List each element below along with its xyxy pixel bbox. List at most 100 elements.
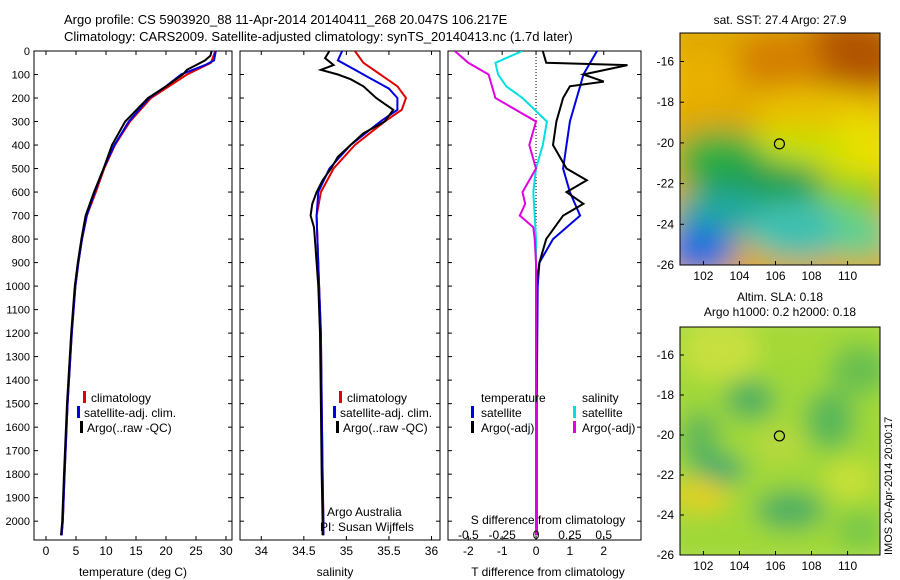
x-tick-label: 20 <box>159 544 173 558</box>
depth-tick-label: 0 <box>24 46 30 58</box>
difference-axes <box>447 50 642 541</box>
difference-series <box>454 51 628 536</box>
principal-investigator-label: PI: Susan Wijffels <box>320 520 414 534</box>
x-tick-label: 0 <box>43 544 50 558</box>
map-y-tick-label: -18 <box>657 388 675 402</box>
map-y-tick-label: -16 <box>657 348 675 362</box>
depth-tick-label: 800 <box>12 234 30 246</box>
sst-map-ticks: 102 104 106 108 110 -16 -18 -20 -22 -24 -26 <box>657 54 858 283</box>
x-tick-label: 5 <box>73 544 80 558</box>
legend-label-t-argo: Argo(-adj) <box>481 421 534 435</box>
depth-tick-label: 1400 <box>6 375 30 387</box>
imos-timestamp-label: IMOS 20-Apr-2014 20:00:17 <box>883 417 895 555</box>
depth-tick-label: 2000 <box>6 516 30 528</box>
depth-tick-labels: 0 100 200 300 400 500 600 700 800 900 1000 1100 1200… <box>6 46 30 528</box>
depth-tick-label: 900 <box>12 258 30 270</box>
series-line-t-satellite <box>535 51 598 536</box>
salinity-axis-ticks: 34 34.5 35 35.5 36 <box>240 50 440 558</box>
x-tick-label: 2 <box>600 544 607 558</box>
legend-label-climatology: climatology <box>347 391 407 405</box>
x-tick-label: 35.5 <box>377 544 401 558</box>
legend-label-satellite: satellite-adj. clim. <box>84 406 176 420</box>
sla-map-frame <box>679 326 881 556</box>
depth-tick-label: 400 <box>12 140 30 152</box>
legend-swatch-climatology <box>83 391 86 403</box>
temperature-panel: 0 5 10 15 20 25 30 0 100 200 300 400 500 600 700 800 90… <box>6 46 233 579</box>
legend-swatch-t-satellite <box>471 406 474 418</box>
salinity-legend: climatology satellite-adj. clim. Argo(..… <box>333 391 432 435</box>
salinity-panel: 34 34.5 35 35.5 36 climatology satellite-adj… <box>239 50 441 579</box>
map-x-tick-label: 110 <box>838 559 857 573</box>
sla-field <box>680 327 880 555</box>
map-x-tick-label: 108 <box>802 559 822 573</box>
map-x-tick-label: 102 <box>693 269 713 283</box>
series-line-argo-raw-qc- <box>309 51 395 536</box>
series-line-s-satellite <box>494 51 548 536</box>
map-y-tick-label: -20 <box>657 136 675 150</box>
series-line-satellite-adj-clim- <box>60 51 217 536</box>
map-x-tick-label: 110 <box>838 269 857 283</box>
depth-tick-label: 100 <box>12 70 30 82</box>
depth-tick-label: 1000 <box>6 281 30 293</box>
temperature-axis-ticks: 0 5 10 15 20 25 30 <box>34 50 233 558</box>
legend-label-s-satellite: satellite <box>582 406 623 420</box>
difference-xlabel: T difference from climatology <box>471 565 625 579</box>
legend-swatch-s-satellite <box>573 406 576 418</box>
depth-tick-label: 1300 <box>6 352 30 364</box>
depth-tick-label: 1800 <box>6 469 30 481</box>
x-tick-label: 10 <box>99 544 113 558</box>
map-y-tick-label: -16 <box>657 54 675 68</box>
series-line-climatology <box>315 51 408 536</box>
temperature-xlabel: temperature (deg C) <box>79 565 187 579</box>
depth-tick-label: 1500 <box>6 399 30 411</box>
legend-label-climatology: climatology <box>91 391 151 405</box>
legend-swatch-t-argo <box>471 421 474 433</box>
top-x-tick-label: 0.25 <box>558 528 582 542</box>
depth-tick-label: 1100 <box>6 305 30 317</box>
x-tick-label: -1 <box>497 544 508 558</box>
sst-map-panel: sat. SST: 27.4 Argo: 27.9 102 104 106 108 11… <box>657 13 881 283</box>
argo-location-marker <box>773 430 786 442</box>
x-tick-label: 1 <box>567 544 574 558</box>
salinity-axes <box>239 50 441 541</box>
top-x-tick-label: -0.5 <box>458 528 479 542</box>
map-x-tick-label: 104 <box>729 559 749 573</box>
difference-panel: -2 -1 0 1 2 temperature salinity satellite A… <box>447 50 642 579</box>
map-y-tick-label: -18 <box>657 95 675 109</box>
legend-swatch-satellite <box>77 406 80 418</box>
x-tick-label: 36 <box>425 544 439 558</box>
legend-swatch-climatology <box>339 391 342 403</box>
legend-title-temperature: temperature <box>481 391 546 405</box>
legend-label-satellite: satellite-adj. clim. <box>340 406 432 420</box>
map-x-tick-label: 106 <box>765 559 785 573</box>
legend-swatch-s-argo <box>573 421 576 433</box>
temperature-axes <box>33 50 233 541</box>
argo-location-marker <box>773 138 786 150</box>
series-line-s-argo-adj- <box>454 51 538 536</box>
map-x-tick-label: 108 <box>802 269 822 283</box>
depth-tick-label: 500 <box>12 164 30 176</box>
legend-swatch-argo <box>80 421 83 433</box>
depth-tick-label: 1600 <box>6 422 30 434</box>
map-y-tick-label: -26 <box>657 258 675 272</box>
series-line-t-argo-adj- <box>535 51 628 536</box>
salinity-series <box>309 51 408 536</box>
depth-tick-label: 600 <box>12 187 30 199</box>
map-y-tick-label: -24 <box>657 508 675 522</box>
x-tick-label: 34 <box>255 544 269 558</box>
series-line-climatology <box>60 51 217 536</box>
figure-subtitle: Climatology: CARS2009. Satellite-adjuste… <box>64 29 573 44</box>
sla-map-ticks: 102 104 106 108 110 -16 -18 -20 -22 -24 -26 <box>657 348 858 573</box>
sla-map-panel: Altim. SLA: 0.18 Argo h1000: 0.2 h2000: … <box>657 290 881 573</box>
difference-xlabel-top: S difference from climatology <box>471 513 626 527</box>
top-x-tick-label: 0.5 <box>595 528 612 542</box>
sst-field <box>680 33 880 265</box>
depth-tick-label: 1700 <box>6 446 30 458</box>
sla-map-title: Altim. SLA: 0.18 <box>737 290 823 304</box>
difference-legend: temperature salinity satellite Argo(-adj… <box>471 391 635 435</box>
difference-axis-ticks: -2 -1 0 1 2 <box>448 50 641 558</box>
depth-tick-label: 200 <box>12 93 30 105</box>
sla-map-subtitle: Argo h1000: 0.2 h2000: 0.18 <box>704 305 856 319</box>
legend-label-argo: Argo(..raw -QC) <box>87 421 172 435</box>
